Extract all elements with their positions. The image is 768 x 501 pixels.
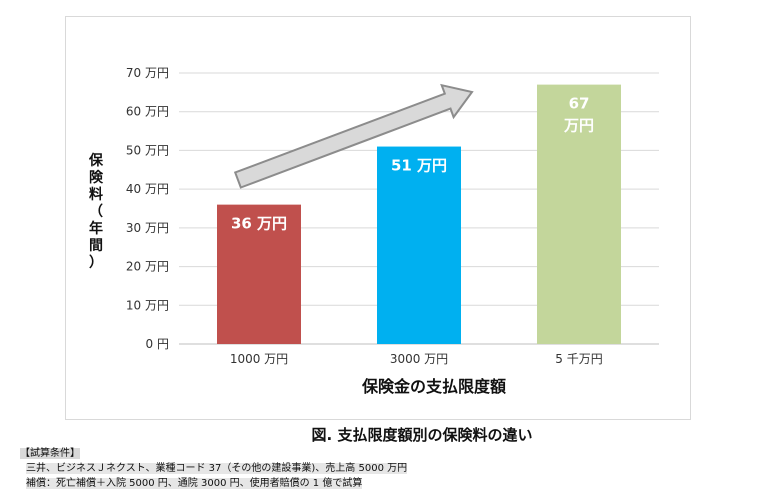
calculation-notes: 【試算条件】 三井、ビジネスＪネクスト、業種コード 37（その他の建設事業)、売… <box>20 446 408 491</box>
data-label: 67 <box>569 95 590 113</box>
data-label: 36 万円 <box>231 215 287 233</box>
x-tick-label: 5 千万円 <box>555 352 602 366</box>
notes-heading: 【試算条件】 <box>20 448 80 459</box>
notes-line-1: 三井、ビジネスＪネクスト、業種コード 37（その他の建設事業)、売上高 5000… <box>26 463 408 474</box>
y-axis-title: 保険料（年間） <box>88 152 104 271</box>
chart-frame: 0 円 10 万円 20 万円 30 万円 40 万円 50 万円 60 万円 70 万円 10… <box>65 16 691 420</box>
trend-arrow-icon <box>233 83 474 189</box>
y-tick-label: 40 万円 <box>126 182 169 196</box>
data-label: 51 万円 <box>391 157 447 175</box>
y-tick-label: 60 万円 <box>126 105 169 119</box>
x-tick-label: 3000 万円 <box>390 352 448 366</box>
x-tick-label: 1000 万円 <box>230 352 288 366</box>
data-label: 万円 <box>563 117 594 135</box>
y-tick-label: 0 円 <box>146 337 169 351</box>
y-tick-label: 30 万円 <box>126 221 169 235</box>
y-tick-label: 50 万円 <box>126 143 169 157</box>
figure-caption: 図. 支払限度額別の保険料の違い <box>311 426 533 444</box>
bar-chart: 0 円 10 万円 20 万円 30 万円 40 万円 50 万円 60 万円 70 万円 10… <box>88 66 659 396</box>
bar <box>377 146 461 344</box>
x-axis-title: 保険金の支払限度額 <box>361 377 506 396</box>
bar <box>217 204 301 344</box>
y-tick-label: 70 万円 <box>126 66 169 80</box>
bar <box>537 84 621 344</box>
y-tick-label: 10 万円 <box>126 298 169 312</box>
notes-line-2: 補償：死亡補償＋入院 5000 円、通院 3000 円、使用者賠償の 1 億で試… <box>26 478 363 489</box>
y-tick-label: 20 万円 <box>126 260 169 274</box>
